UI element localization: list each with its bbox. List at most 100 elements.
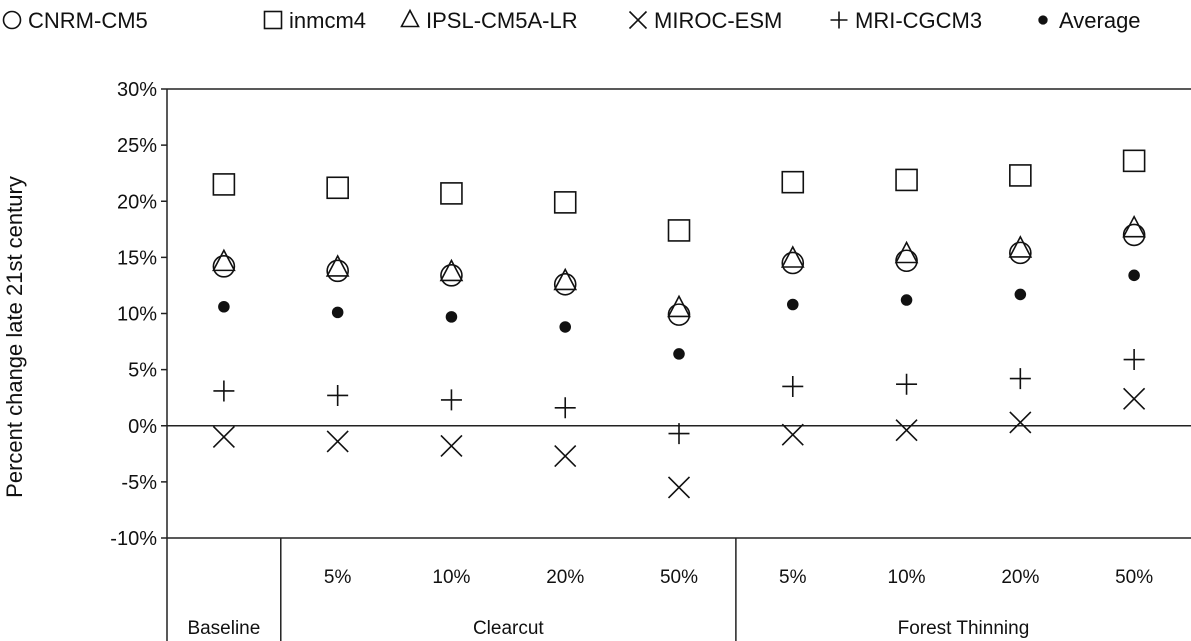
data-point <box>1009 164 1032 187</box>
data-point <box>1009 241 1032 265</box>
legend-marker <box>1038 15 1048 25</box>
series-average <box>218 269 1140 360</box>
data-point <box>554 397 576 419</box>
data-point <box>327 384 349 406</box>
legend-marker <box>830 11 848 29</box>
data-point <box>667 303 691 326</box>
legend-item: CNRM-CM5 <box>2 8 148 33</box>
y-tick-labels: 30% 25% 20% 15% 10% 5% 0% -5% -10% <box>110 79 167 550</box>
category-sublabel: 50% <box>1115 567 1153 588</box>
y-tick-label: 30% <box>117 79 157 101</box>
data-point <box>326 430 349 453</box>
data-point <box>440 264 463 287</box>
series-ipsl-cm5a-lr <box>212 214 1146 318</box>
data-point <box>1122 149 1146 173</box>
data-point <box>895 249 918 273</box>
y-tick-label: 0% <box>128 416 157 438</box>
data-point <box>445 311 458 323</box>
data-point <box>1122 214 1146 238</box>
data-point <box>440 434 463 458</box>
data-point <box>326 176 349 200</box>
category-sublabel: 20% <box>1001 567 1039 588</box>
data-point <box>1123 349 1145 371</box>
category-sublabel: 10% <box>888 567 926 588</box>
data-point <box>212 173 236 196</box>
data-point <box>673 348 685 360</box>
y-tick-label: -5% <box>121 472 157 494</box>
data-point <box>894 240 919 264</box>
series-miroc-esm <box>212 387 1146 499</box>
data-point <box>1009 411 1032 434</box>
y-tick-label: 25% <box>117 135 157 157</box>
data-point <box>781 423 804 446</box>
data-point <box>331 306 344 319</box>
data-marks <box>212 149 1146 499</box>
data-point <box>1009 368 1031 390</box>
data-point <box>440 182 463 205</box>
y-tick-label: 10% <box>117 304 157 326</box>
legend-marker <box>263 10 283 30</box>
data-point <box>553 273 577 296</box>
data-point <box>553 191 577 214</box>
category-sublabel: 10% <box>432 567 470 588</box>
group-label: Forest Thinning <box>898 618 1030 639</box>
group-label: Baseline <box>187 618 260 639</box>
legend-marker <box>400 8 420 28</box>
data-point <box>554 444 577 468</box>
legend-marker <box>2 10 22 30</box>
category-sublabel: 50% <box>660 567 698 588</box>
axes <box>166 88 1191 641</box>
series-mri-cgcm3 <box>213 349 1145 445</box>
data-point <box>440 389 462 411</box>
data-point <box>1008 235 1033 258</box>
y-tick-label: 20% <box>117 191 157 213</box>
data-point <box>787 298 799 311</box>
data-point <box>212 255 236 278</box>
legend-item: IPSL-CM5A-LR <box>400 8 578 33</box>
data-point <box>895 419 918 442</box>
data-point <box>439 258 464 282</box>
data-point <box>553 267 578 291</box>
legend-item: Average <box>1038 8 1141 33</box>
y-tick-label: -10% <box>110 528 157 550</box>
legend-label: MRI-CGCM3 <box>855 8 982 33</box>
data-point <box>896 373 918 395</box>
data-point <box>667 219 691 242</box>
data-point <box>1123 387 1146 410</box>
y-axis-title: Percent change late 21st century <box>2 176 27 498</box>
category-sublabel: 20% <box>546 567 584 588</box>
data-point <box>325 254 350 277</box>
data-point <box>212 425 235 449</box>
data-point <box>218 300 230 313</box>
data-point <box>781 251 805 275</box>
data-point <box>1128 269 1140 282</box>
legend-label: MIROC-ESM <box>654 8 782 33</box>
category-sublabel: 5% <box>779 567 807 588</box>
data-point <box>559 321 571 333</box>
data-point <box>668 423 690 445</box>
legend-marker <box>628 10 648 30</box>
data-point <box>900 294 913 306</box>
legend-label: Average <box>1059 8 1141 33</box>
category-labels: Baseline Clearcut Forest Thinning 5% 10% 20% 5… <box>187 538 1153 641</box>
data-point <box>781 170 805 194</box>
data-point <box>213 380 235 402</box>
data-point <box>667 294 691 318</box>
y-tick-label: 5% <box>128 360 157 382</box>
legend-item: MRI-CGCM3 <box>830 8 982 33</box>
legend-label: IPSL-CM5A-LR <box>426 8 578 33</box>
data-point <box>1122 223 1146 247</box>
y-tick-label: 15% <box>117 247 157 269</box>
data-point <box>895 168 918 192</box>
data-point <box>782 375 804 397</box>
data-point <box>326 259 349 283</box>
series-inmcm4 <box>212 149 1146 242</box>
group-label: Clearcut <box>473 618 544 639</box>
data-point <box>1014 288 1027 301</box>
legend-label: CNRM-CM5 <box>28 8 148 33</box>
data-point <box>780 245 805 268</box>
data-point <box>212 248 236 272</box>
legend-item: MIROC-ESM <box>628 8 782 33</box>
legend-item: inmcm4 <box>263 8 366 33</box>
